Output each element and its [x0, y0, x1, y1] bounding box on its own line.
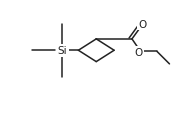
Text: O: O [135, 48, 143, 58]
Text: O: O [139, 19, 147, 29]
Text: Si: Si [57, 46, 67, 56]
